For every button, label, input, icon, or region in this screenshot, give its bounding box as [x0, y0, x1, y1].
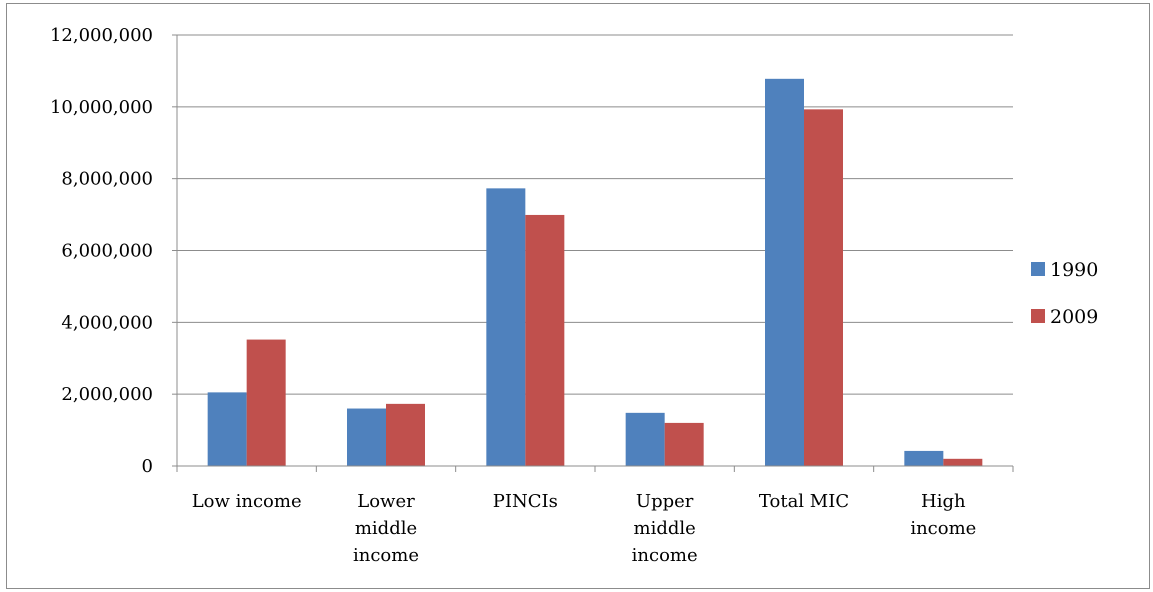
axes — [172, 34, 1014, 472]
legend-swatch-2009 — [1031, 309, 1045, 323]
legend-swatch-1990 — [1031, 262, 1045, 276]
y-tick-label: 0 — [142, 456, 153, 477]
bar-2009-2 — [525, 214, 565, 466]
x-tick-label: Total MIC — [759, 491, 849, 512]
bar-1990-0 — [207, 392, 247, 466]
bar-2009-4 — [804, 109, 843, 466]
x-tick-label: Low income — [192, 491, 302, 512]
legend-label-2009: 2009 — [1050, 306, 1098, 328]
y-tick-label: 2,000,000 — [61, 384, 153, 405]
x-tick-label: Lower middle income — [353, 491, 419, 566]
y-tick-label: 12,000,000 — [50, 25, 153, 46]
y-tick-label: 4,000,000 — [61, 312, 153, 333]
bar-2009-1 — [386, 403, 425, 466]
y-tick-label: 8,000,000 — [61, 169, 153, 190]
bars — [207, 78, 983, 467]
bar-1990-4 — [765, 78, 804, 467]
x-tick-label: Upper middle income — [632, 491, 698, 566]
gridlines — [177, 34, 1013, 395]
x-axis-tick-labels: Low income Lower middle income PINCIs Upper mi… — [192, 491, 977, 566]
bar-2009-5 — [943, 458, 983, 466]
legend: 1990 2009 — [1031, 259, 1098, 328]
y-tick-label: 6,000,000 — [61, 241, 153, 262]
bar-1990-3 — [625, 412, 665, 466]
y-tick-label: 10,000,000 — [50, 97, 153, 118]
bar-2009-0 — [246, 339, 286, 466]
bar-1990-1 — [347, 408, 386, 466]
y-axis-tick-labels: 0 2,000,000 4,000,000 6,000,000 8,000,000 10,… — [50, 25, 153, 477]
bar-1990-2 — [486, 188, 526, 466]
chart-frame — [6, 3, 1150, 589]
x-tick-label: PINCIs — [493, 491, 558, 512]
x-tick-label: High income — [910, 491, 976, 539]
bar-2009-3 — [664, 422, 704, 466]
bar-1990-5 — [904, 450, 944, 466]
legend-label-1990: 1990 — [1050, 259, 1098, 281]
